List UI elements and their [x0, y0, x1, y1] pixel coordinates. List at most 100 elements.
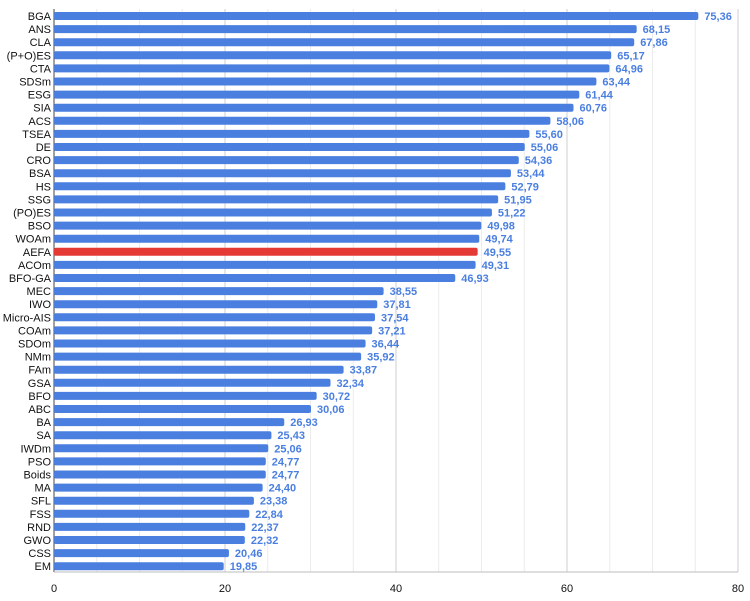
category-label: CRO [27, 155, 52, 167]
bar [54, 64, 610, 73]
bar [54, 51, 612, 60]
category-label: FSS [30, 509, 51, 521]
category-label: ESG [28, 90, 51, 102]
bar [54, 470, 266, 479]
value-label: 30,06 [317, 404, 345, 416]
category-label: ANS [28, 24, 51, 36]
category-label: SFL [31, 496, 51, 508]
category-label: SIA [33, 103, 51, 115]
bar [54, 208, 492, 217]
x-tick-label: 40 [390, 583, 402, 595]
category-label: BSO [28, 221, 52, 233]
value-label: 36,44 [372, 339, 400, 351]
category-label: Micro-AIS [3, 312, 51, 324]
category-label: (P+O)ES [7, 50, 51, 62]
value-label: 32,34 [337, 378, 365, 390]
category-label: RND [27, 522, 51, 534]
value-label: 25,43 [277, 430, 305, 442]
bar [54, 169, 511, 178]
category-label: SA [36, 430, 51, 442]
value-label: 55,06 [531, 142, 559, 154]
category-label: MA [35, 483, 52, 495]
category-label: MEC [27, 286, 52, 298]
bar [54, 483, 263, 492]
bar [54, 103, 574, 112]
value-label: 24,77 [272, 456, 300, 468]
x-tick-label: 0 [51, 583, 57, 595]
category-label: CSS [28, 548, 51, 560]
bar [54, 339, 366, 348]
category-label: ACOm [18, 260, 51, 272]
bar [54, 12, 699, 20]
category-label: BA [36, 417, 51, 429]
category-label: PSO [28, 456, 52, 468]
bar [54, 300, 378, 309]
bar [54, 549, 229, 558]
value-label: 67,86 [640, 37, 668, 49]
category-label: EM [35, 561, 52, 573]
value-label: 49,55 [484, 247, 512, 259]
value-label: 65,17 [617, 50, 645, 62]
value-label: 26,93 [290, 417, 318, 429]
category-label: IWO [29, 299, 51, 311]
category-label: SDSm [19, 77, 51, 89]
bar [54, 457, 266, 466]
bar [54, 182, 506, 191]
value-label: 52,79 [511, 181, 539, 193]
value-label: 53,44 [517, 168, 545, 180]
value-label: 22,84 [255, 509, 283, 521]
value-label: 61,44 [585, 90, 613, 102]
value-label: 51,95 [504, 194, 532, 206]
bar [54, 38, 635, 47]
category-label: BFO [28, 391, 51, 403]
value-label: 19,85 [230, 561, 258, 573]
bar [54, 352, 362, 361]
value-label: 68,15 [643, 24, 671, 36]
category-label: BSA [29, 168, 52, 180]
value-label: 46,93 [461, 273, 489, 285]
bar [54, 25, 637, 34]
category-label: CLA [30, 37, 52, 49]
category-label: SDOm [18, 339, 51, 351]
bar [54, 143, 525, 151]
value-label: 49,31 [482, 260, 510, 272]
bar [54, 405, 312, 413]
category-label: DE [36, 142, 51, 154]
value-label: 37,54 [381, 312, 409, 324]
value-label: 37,21 [378, 325, 406, 337]
value-label: 38,55 [390, 286, 418, 298]
x-tick-label: 80 [732, 583, 744, 595]
value-label: 51,22 [498, 208, 526, 220]
bar [54, 536, 245, 544]
bar [54, 391, 317, 400]
bar [54, 195, 499, 204]
category-label: GSA [28, 378, 52, 390]
value-label: 60,76 [579, 103, 607, 115]
category-label: SSG [28, 194, 51, 206]
value-label: 75,36 [704, 11, 732, 23]
category-label: ABC [28, 404, 51, 416]
bar [54, 522, 246, 531]
bar [54, 274, 456, 282]
bar [54, 221, 482, 230]
value-label: 24,40 [269, 483, 297, 495]
category-label: BGA [28, 11, 52, 23]
value-label: 30,72 [323, 391, 351, 403]
value-label: 23,38 [260, 496, 288, 508]
category-label: FAm [28, 365, 51, 377]
bar [54, 313, 375, 322]
category-label: TSEA [22, 129, 51, 141]
category-label: NMm [25, 352, 51, 364]
bar [54, 116, 551, 125]
value-label: 49,98 [487, 221, 515, 233]
bar [54, 444, 269, 453]
category-label: CTA [30, 63, 52, 75]
x-tick-label: 20 [219, 583, 231, 595]
value-label: 22,32 [251, 535, 279, 547]
bar [54, 365, 344, 374]
bar [54, 326, 373, 335]
value-label: 33,87 [350, 365, 378, 377]
value-label: 58,06 [556, 116, 584, 128]
value-label: 63,44 [602, 77, 630, 89]
